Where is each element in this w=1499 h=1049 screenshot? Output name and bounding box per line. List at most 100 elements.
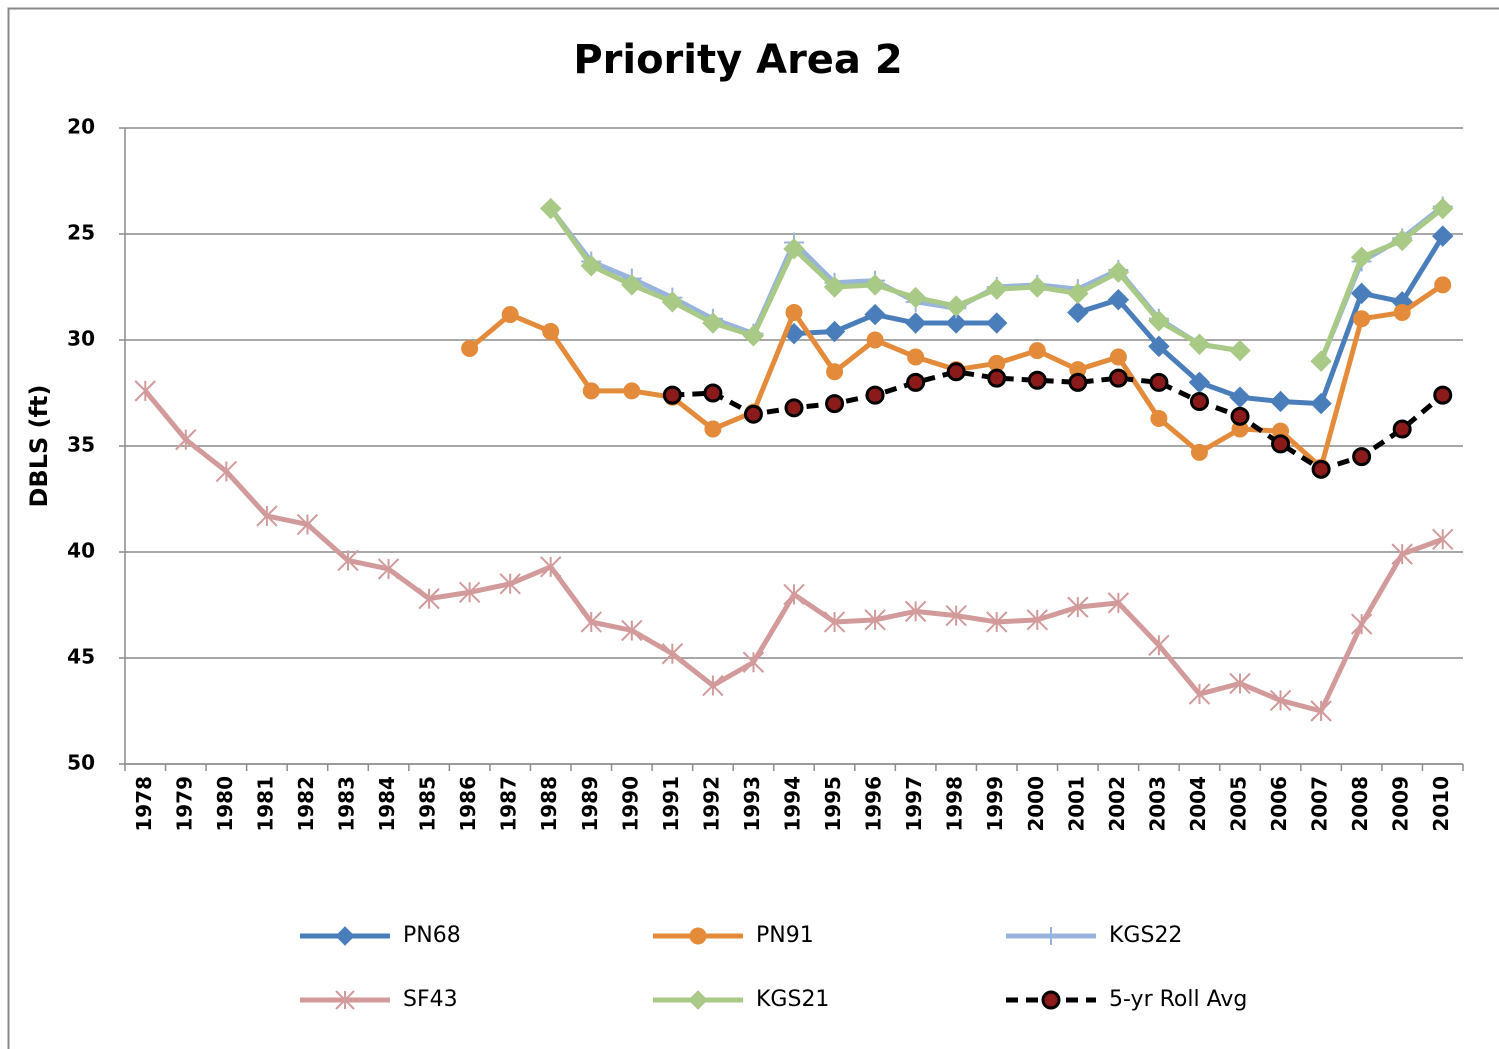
- marker: [702, 674, 724, 697]
- marker: [661, 291, 684, 313]
- y-tick-label: 35: [67, 433, 95, 457]
- marker: [1067, 282, 1089, 305]
- x-tick-label: 1979: [172, 776, 196, 832]
- x-tick-label: 1990: [618, 776, 642, 832]
- x-tick-label: 1998: [943, 776, 967, 832]
- marker: [945, 312, 967, 334]
- x-tick-label: 1993: [740, 776, 764, 832]
- marker: [377, 558, 400, 580]
- marker: [823, 276, 846, 298]
- x-tick-label: 1984: [375, 776, 399, 832]
- marker: [826, 363, 844, 381]
- marker: [1350, 246, 1373, 269]
- y-tick-label: 50: [67, 751, 95, 775]
- marker: [621, 274, 643, 296]
- x-tick-label: 1997: [902, 776, 926, 832]
- marker: [134, 380, 156, 402]
- x-tick-label: 2007: [1308, 776, 1332, 832]
- marker: [661, 643, 684, 665]
- x-tick-label: 2009: [1389, 776, 1413, 832]
- marker: [1148, 634, 1170, 656]
- chart-title: Priority Area 2: [573, 37, 902, 83]
- marker: [1109, 348, 1127, 366]
- x-tick-label: 1983: [335, 776, 359, 832]
- marker: [946, 362, 966, 382]
- marker: [501, 306, 519, 323]
- marker: [175, 428, 197, 451]
- marker: [865, 385, 885, 405]
- x-tick-label: 1996: [862, 776, 886, 832]
- marker: [296, 513, 319, 536]
- marker: [1107, 592, 1130, 614]
- x-tick-label: 1999: [983, 776, 1007, 832]
- marker: [1107, 289, 1130, 311]
- x-tick-label: 1989: [578, 776, 602, 832]
- marker: [418, 587, 440, 610]
- marker: [704, 420, 722, 438]
- marker: [1026, 276, 1048, 298]
- marker: [987, 368, 1007, 388]
- y-tick-label: 40: [67, 539, 95, 563]
- x-tick-label: 1985: [416, 776, 440, 832]
- x-tick-label: 1981: [253, 776, 277, 832]
- marker: [1229, 672, 1251, 695]
- marker: [1350, 282, 1373, 305]
- marker: [823, 611, 846, 633]
- marker: [1042, 927, 1060, 945]
- marker: [662, 385, 682, 405]
- marker: [689, 927, 707, 945]
- marker: [1027, 370, 1047, 390]
- x-tick-label: 1991: [659, 776, 683, 832]
- marker: [945, 295, 967, 317]
- x-tick-label: 2008: [1348, 776, 1372, 832]
- marker: [256, 505, 278, 527]
- x-tick-label: 2006: [1267, 776, 1291, 832]
- marker: [864, 274, 886, 296]
- marker: [461, 340, 479, 357]
- marker: [1310, 700, 1332, 722]
- marker: [1150, 410, 1168, 427]
- marker: [1269, 390, 1292, 413]
- marker: [1310, 350, 1332, 372]
- y-tick-label: 45: [67, 645, 95, 669]
- x-tick-label: 2001: [1064, 776, 1088, 832]
- marker: [1148, 335, 1170, 358]
- marker: [1311, 459, 1331, 479]
- marker: [866, 331, 884, 349]
- x-tick-label: 2010: [1429, 776, 1453, 832]
- marker: [904, 286, 927, 309]
- marker: [1392, 419, 1412, 439]
- x-tick-label: 2004: [1186, 776, 1210, 832]
- x-tick-label: 1994: [781, 776, 805, 832]
- chart-frame: [7, 7, 1499, 1049]
- marker: [945, 604, 967, 627]
- marker: [1067, 596, 1089, 618]
- marker: [904, 312, 927, 334]
- marker: [1350, 613, 1373, 635]
- marker: [906, 372, 926, 392]
- y-tick-label: 25: [67, 221, 95, 245]
- marker: [1229, 339, 1251, 362]
- marker: [499, 573, 521, 595]
- marker: [621, 619, 643, 642]
- marker: [1353, 310, 1371, 328]
- marker: [904, 600, 927, 623]
- marker: [1391, 543, 1413, 565]
- marker: [1269, 689, 1292, 712]
- marker: [1188, 683, 1211, 705]
- x-tick-label: 1988: [537, 776, 561, 832]
- marker: [1188, 333, 1211, 355]
- marker: [1432, 197, 1454, 220]
- legend-label: 5-yr Roll Avg: [1109, 987, 1247, 1012]
- marker: [540, 556, 562, 578]
- marker: [1068, 372, 1088, 392]
- marker: [742, 325, 765, 347]
- y-tick-label: 20: [67, 115, 95, 139]
- marker: [580, 611, 602, 633]
- marker: [703, 383, 723, 403]
- marker: [335, 990, 355, 1010]
- marker: [540, 197, 562, 220]
- legend-label: PN91: [756, 923, 814, 948]
- legend-label: PN68: [403, 923, 461, 948]
